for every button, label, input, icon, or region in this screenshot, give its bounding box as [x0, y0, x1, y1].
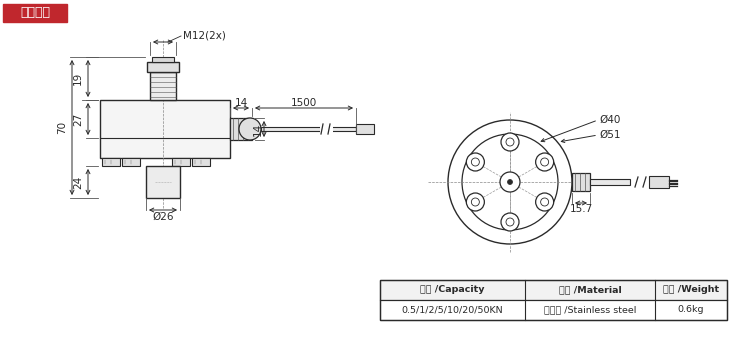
Text: 15.7: 15.7: [569, 204, 593, 214]
Bar: [261, 127, 356, 131]
Text: 重量 /Weight: 重量 /Weight: [663, 286, 719, 294]
Circle shape: [472, 198, 480, 206]
Circle shape: [448, 120, 572, 244]
Text: 材料 /Material: 材料 /Material: [558, 286, 621, 294]
Circle shape: [462, 134, 558, 230]
Bar: [230, 118, 252, 140]
Bar: [152, 57, 174, 62]
Bar: [320, 121, 333, 137]
Circle shape: [536, 153, 553, 171]
Circle shape: [541, 158, 549, 166]
Bar: [147, 62, 179, 72]
Bar: [146, 166, 180, 198]
Text: 0.6kg: 0.6kg: [677, 306, 704, 315]
Text: M12(2x): M12(2x): [183, 31, 226, 41]
Circle shape: [541, 198, 549, 206]
Text: 27: 27: [73, 112, 83, 126]
Circle shape: [239, 118, 261, 140]
Text: 1500: 1500: [291, 98, 317, 108]
Bar: [102, 158, 120, 166]
Circle shape: [506, 218, 514, 226]
Bar: [380, 280, 727, 300]
Circle shape: [501, 213, 519, 231]
Bar: [150, 72, 176, 100]
Text: 0.5/1/2/5/10/20/50KN: 0.5/1/2/5/10/20/50KN: [402, 306, 503, 315]
Bar: [3, 4, 67, 22]
Circle shape: [466, 193, 485, 211]
Bar: [122, 158, 140, 166]
Bar: [572, 173, 590, 191]
Text: 24: 24: [73, 175, 83, 189]
Circle shape: [500, 172, 520, 192]
Text: 外形尺寸: 外形尺寸: [20, 7, 50, 20]
Bar: [172, 158, 190, 166]
Circle shape: [501, 133, 519, 151]
Bar: [380, 280, 727, 320]
Bar: [356, 124, 374, 134]
Bar: [100, 100, 230, 158]
Bar: [649, 176, 669, 188]
Bar: [590, 179, 630, 185]
Bar: [634, 174, 648, 190]
Bar: [192, 158, 210, 166]
Text: 14: 14: [253, 122, 263, 135]
Circle shape: [472, 158, 480, 166]
Text: Ø40: Ø40: [599, 115, 620, 125]
Circle shape: [506, 138, 514, 146]
Circle shape: [507, 180, 512, 184]
Circle shape: [466, 153, 485, 171]
Bar: [380, 300, 727, 320]
Text: 19: 19: [73, 72, 83, 85]
Text: 14: 14: [234, 98, 247, 108]
Circle shape: [536, 193, 553, 211]
Text: 70: 70: [57, 121, 67, 134]
Text: Ø51: Ø51: [599, 130, 620, 140]
Text: Ø26: Ø26: [153, 212, 174, 222]
Text: 不锈钢 /Stainless steel: 不锈钢 /Stainless steel: [544, 306, 636, 315]
Text: 量程 /Capacity: 量程 /Capacity: [420, 286, 485, 294]
